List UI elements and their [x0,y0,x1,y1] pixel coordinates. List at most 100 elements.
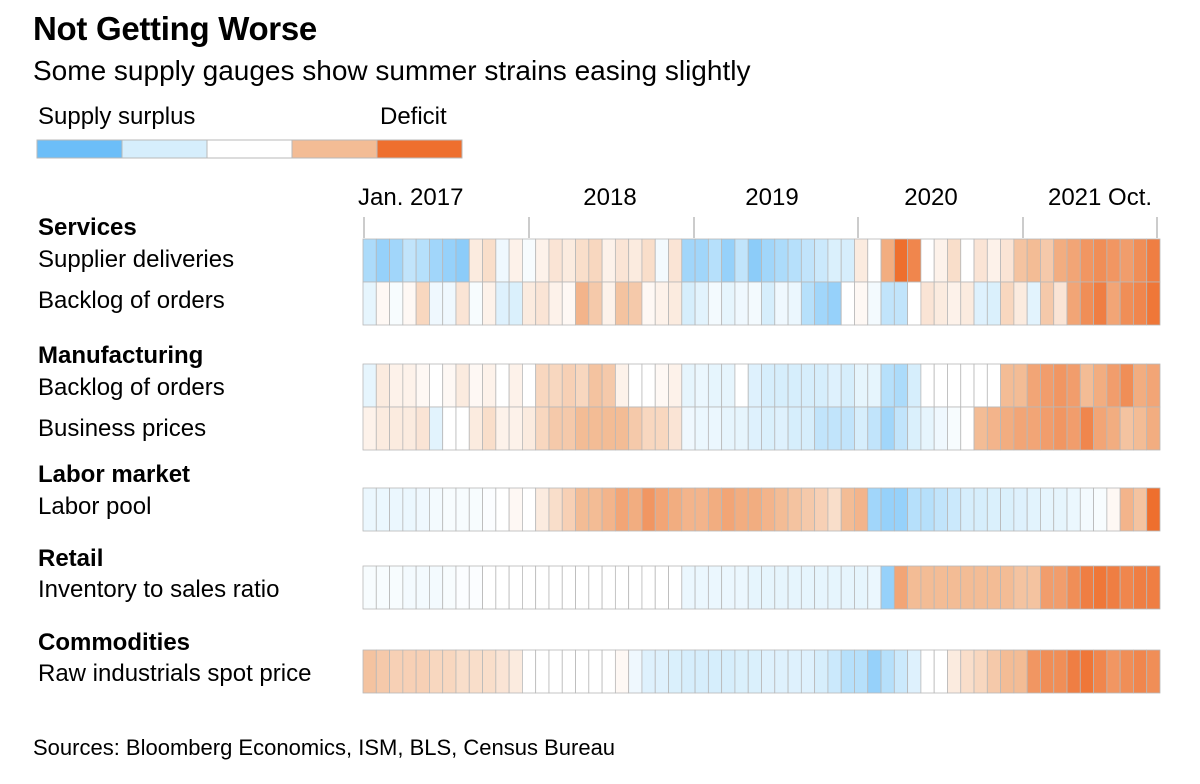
heatmap-cell [455,363,470,408]
legend-swatch-4 [376,139,463,159]
heatmap-cell [893,487,909,532]
heatmap-cell [800,487,816,532]
heatmap-cell [641,565,656,610]
heatmap-cell [668,406,683,451]
heatmap-cell [1079,649,1094,694]
heatmap-cell [1093,363,1108,408]
heatmap-cell [814,363,829,408]
heatmap-cell [561,281,576,326]
heatmap-cell [960,565,975,610]
heatmap-cell [641,649,656,694]
heatmap-cell [482,487,497,532]
heatmap-cell [1013,406,1028,451]
heatmap-cell [960,238,975,283]
heatmap-cell [721,565,736,610]
heatmap-cell [880,649,895,694]
heatmap-cell [694,487,709,532]
heatmap-cell [947,649,962,694]
heatmap-cell [508,238,523,283]
heatmap-cell [561,565,576,610]
heatmap-cell [734,565,749,610]
heatmap-cell [920,565,935,610]
heatmap-cell [468,406,483,451]
heatmap-cell [362,649,377,694]
heatmap-cell [721,238,736,283]
heatmap-cell [880,406,895,451]
heatmap-cell [1013,649,1028,694]
heatmap-cell [561,363,576,408]
heatmap-cell [694,238,709,283]
heatmap-cell [947,487,962,532]
heatmap-cell [455,238,470,283]
heatmap-cell [614,281,630,326]
heatmap-cell [721,406,736,451]
heatmap-cell [840,238,855,283]
heatmap-cell [495,281,510,326]
heatmap-cell [628,363,643,408]
heatmap-cell [442,281,457,326]
heatmap-cell [1066,281,1081,326]
heatmap-cell [455,487,470,532]
heatmap-cell [827,487,842,532]
heatmap-cell [1013,238,1028,283]
heatmap-cell [1093,281,1108,326]
heatmap-cell [880,565,895,610]
heatmap-cell [402,363,417,408]
heatmap-cell [375,487,390,532]
heatmap-cell [1133,487,1148,532]
heatmap-cell [522,281,537,326]
heatmap-cell [588,281,603,326]
heatmap-cell [893,565,909,610]
heatmap-cell [1053,281,1068,326]
row-label: Backlog of orders [38,287,225,314]
heatmap-cell [840,363,855,408]
heatmap-cell [495,649,510,694]
heatmap-cell [375,238,390,283]
heatmap-cell [1079,565,1094,610]
heatmap-cell [1093,238,1108,283]
heatmap-cell [575,487,590,532]
category-label: Services [38,214,137,241]
heatmap-cell [787,487,802,532]
heatmap-cell [614,238,630,283]
heatmap-cell [548,238,563,283]
heatmap-cell [707,649,723,694]
heatmap-cell [973,649,988,694]
heatmap-cell [415,406,430,451]
heatmap-cell [814,649,829,694]
heatmap-cell [747,487,762,532]
heatmap-cell [854,649,869,694]
heatmap-cell [761,406,776,451]
heatmap-cell [800,363,816,408]
heatmap-cell [1013,487,1028,532]
heatmap-cell [641,406,656,451]
heatmap-cell [1053,487,1068,532]
legend-swatch-0 [36,139,123,159]
heatmap-cell [694,363,709,408]
heatmap-cell [986,565,1002,610]
heatmap-cell [827,649,842,694]
heatmap-cell [1000,238,1015,283]
heatmap-cell [854,281,869,326]
heatmap-cell [1026,238,1041,283]
heatmap-cell [1053,649,1068,694]
heatmap-cell [628,281,643,326]
heatmap-cell [761,649,776,694]
heatmap-cell [668,363,683,408]
heatmap-cell [1093,487,1108,532]
row-label: Business prices [38,415,206,442]
heatmap-cell [761,238,776,283]
heatmap-cell [495,487,510,532]
heatmap-cell [548,281,563,326]
heatmap-cell [668,281,683,326]
heatmap-cell [1000,281,1015,326]
heatmap-cell [747,406,762,451]
heatmap-cell [747,238,762,283]
heatmap-cell [1026,649,1041,694]
heatmap-cell [535,238,550,283]
heatmap-cell [986,649,1002,694]
heatmap-cell [840,406,855,451]
heatmap-cell [628,487,643,532]
heatmap-cell [442,363,457,408]
heatmap-cell [575,565,590,610]
